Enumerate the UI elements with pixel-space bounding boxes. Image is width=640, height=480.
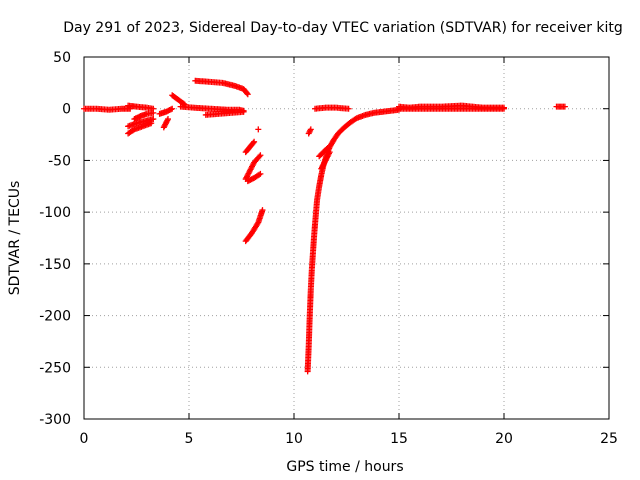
x-tick-label: 15 [390,431,408,447]
data-point [257,170,264,177]
x-tick-label: 0 [80,431,89,447]
data-point [259,207,266,214]
x-tick-labels: 0 5 10 15 20 25 [80,431,618,447]
data-point [244,91,251,98]
y-tick-label: 0 [62,102,71,118]
data-point [352,115,359,122]
data-point [243,90,250,97]
data-point [251,138,258,145]
x-tick-label: 20 [495,431,513,447]
data-point [307,126,314,133]
data-point [148,120,155,127]
data-point [256,171,263,178]
data-point [150,109,157,116]
data-point [323,146,330,153]
data-point [150,116,157,123]
y-axis-label: SDTVAR / TECUs [7,181,23,296]
y-tick-label: -300 [39,412,71,428]
data-point [250,139,257,146]
data-point [501,105,507,112]
x-axis-label: GPS time / hours [286,459,403,475]
data-point [240,108,247,115]
chart-title: Day 291 of 2023, Sidereal Day-to-day VTE… [63,20,623,36]
y-tick-label: -250 [39,360,71,376]
data-point [130,127,137,134]
y-tick-label: -150 [39,257,71,273]
y-tick-label: -200 [39,309,71,325]
data-point [165,116,171,123]
data-points [81,77,568,375]
data-point [169,105,176,112]
x-tick-label: 25 [600,431,618,447]
data-point [254,220,261,227]
data-point [326,149,333,156]
data-point [345,105,352,112]
data-point [257,152,264,159]
axis-ticks [83,56,610,420]
plot-frame [83,56,610,420]
y-tick-labels: 50 0 -50 -100 -150 -200 -250 -300 [39,50,71,428]
data-point [307,127,314,134]
grid [84,57,609,419]
data-point [255,126,262,133]
data-point [256,153,263,160]
y-tick-label: -100 [39,205,71,221]
x-tick-label: 5 [185,431,194,447]
x-tick-label: 10 [285,431,303,447]
data-point [306,129,313,136]
data-point [561,103,568,110]
y-tick-label: 50 [53,50,71,66]
data-point [324,145,331,152]
y-tick-label: -50 [48,153,71,169]
